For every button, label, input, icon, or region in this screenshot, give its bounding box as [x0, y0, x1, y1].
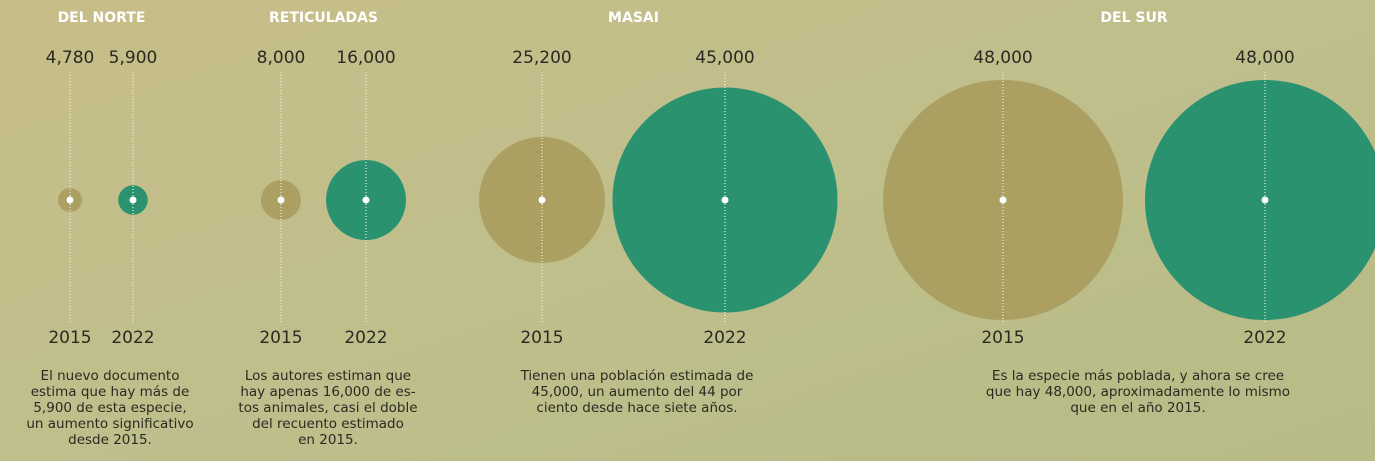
note-line: 45,000, un aumento del 44 por: [532, 384, 743, 400]
note-line: del recuento estimado: [252, 416, 404, 432]
note-line: que hay 48,000, aproximadamente lo mismo: [986, 384, 1290, 400]
center-dot: [363, 197, 370, 204]
note-line: 5,900 de esta especie,: [33, 400, 186, 416]
year-label: 2022: [1243, 328, 1286, 348]
note-line: Los autores estiman que: [245, 368, 411, 384]
value-label: 45,000: [695, 48, 754, 68]
year-label: 2015: [520, 328, 563, 348]
year-label: 2015: [259, 328, 302, 348]
note-line: Es la especie más poblada, y ahora se cr…: [992, 368, 1284, 384]
group-title: DEL SUR: [1100, 10, 1167, 26]
center-dot: [539, 197, 546, 204]
note-line: en 2015.: [298, 432, 358, 448]
group-title: MASAI: [608, 10, 659, 26]
value-label: 48,000: [973, 48, 1032, 68]
value-label: 25,200: [512, 48, 571, 68]
note-line: hay apenas 16,000 de es-: [240, 384, 415, 400]
group-title: DEL NORTE: [58, 10, 146, 26]
note-line: desde 2015.: [68, 432, 152, 448]
year-label: 2015: [981, 328, 1024, 348]
year-label: 2015: [48, 328, 91, 348]
note-line: tos animales, casi el doble: [238, 400, 417, 416]
center-dot: [722, 197, 729, 204]
bubble: [1145, 80, 1375, 320]
center-dot: [1262, 197, 1269, 204]
note-line: estima que hay más de: [31, 384, 190, 400]
value-label: 4,780: [46, 48, 95, 68]
note-line: que en el año 2015.: [1070, 400, 1205, 416]
center-dot: [67, 197, 74, 204]
center-dot: [278, 197, 285, 204]
center-dot: [130, 197, 137, 204]
year-label: 2022: [703, 328, 746, 348]
note-line: un aumento significativo: [26, 416, 193, 432]
year-label: 2022: [111, 328, 154, 348]
value-label: 8,000: [257, 48, 306, 68]
center-dot: [1000, 197, 1007, 204]
note-line: ciento desde hace siete años.: [536, 400, 737, 416]
chart: DEL NORTE 4,780 2015 5,900 2022 El nuevo docu…: [0, 0, 1375, 461]
note-line: El nuevo documento: [41, 368, 180, 384]
value-label: 5,900: [109, 48, 158, 68]
group-title: RETICULADAS: [269, 10, 378, 26]
note-line: Tienen una población estimada de: [520, 368, 754, 384]
value-label: 16,000: [336, 48, 395, 68]
year-label: 2022: [344, 328, 387, 348]
value-label: 48,000: [1235, 48, 1294, 68]
